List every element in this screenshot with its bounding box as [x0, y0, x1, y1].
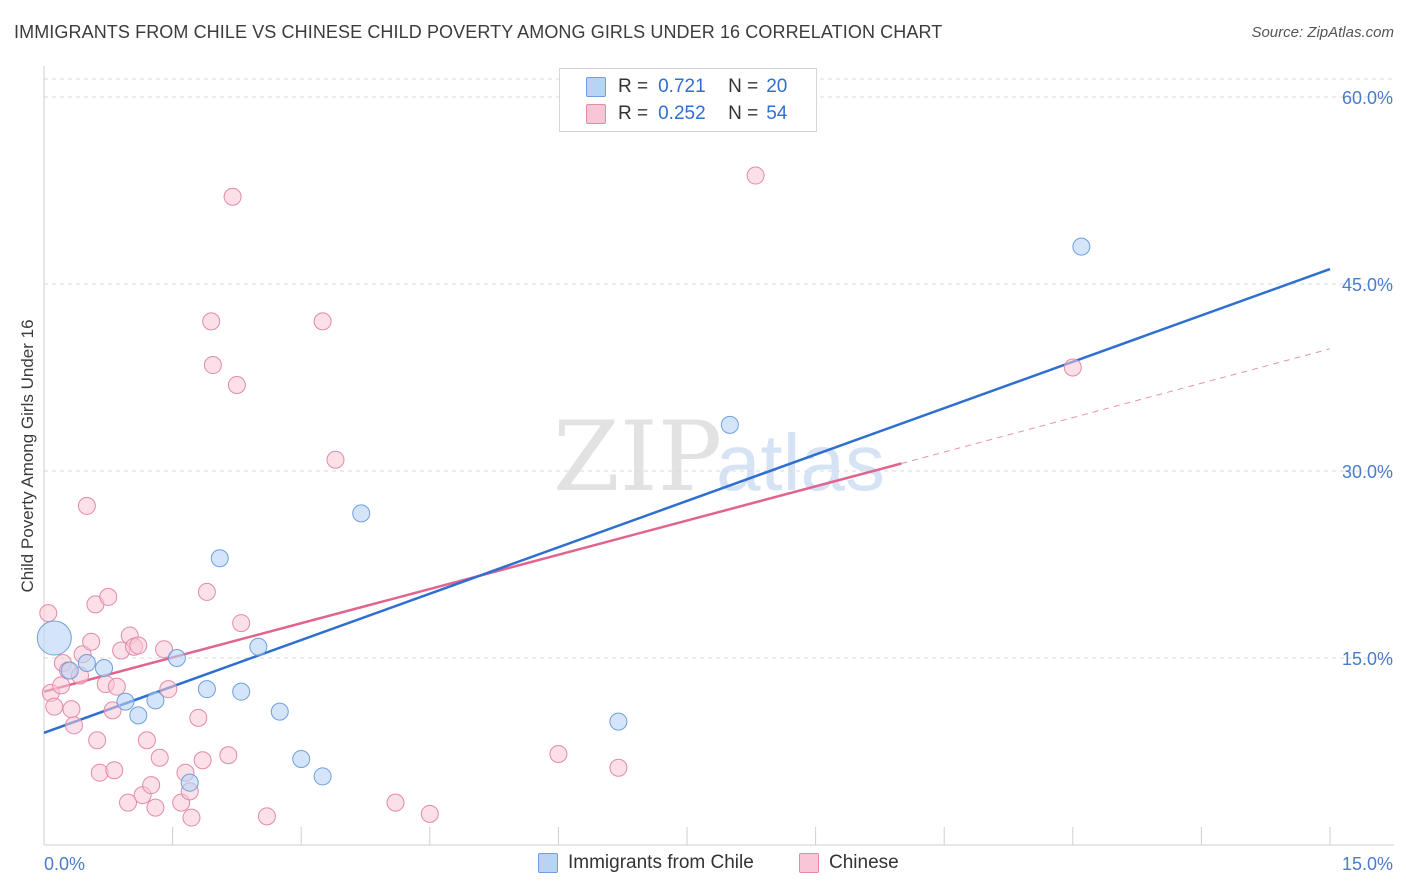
- point-chinese: [119, 793, 138, 812]
- point-chinese: [223, 187, 242, 206]
- tick-labels: 15.0% 30.0% 45.0% 60.0% 0.0% 15.0%: [44, 88, 1393, 874]
- point-chile: [95, 658, 114, 677]
- point-chile: [720, 415, 739, 434]
- point-chinese: [549, 744, 568, 763]
- point-chinese: [193, 751, 212, 770]
- point-chinese: [386, 793, 405, 812]
- legend-r-value: 0.252: [658, 103, 706, 124]
- point-chinese: [219, 746, 238, 765]
- gridlines: [44, 78, 1394, 659]
- point-chinese: [155, 640, 174, 659]
- legend: R = 0.721 N = 20 R = 0.252 N = 54: [559, 68, 817, 132]
- point-chinese: [77, 496, 96, 515]
- axes: [43, 66, 1394, 846]
- legend-n-value: 54: [766, 103, 788, 124]
- point-chile: [60, 661, 79, 680]
- point-chinese: [129, 636, 148, 655]
- point-chile: [146, 691, 165, 710]
- point-chinese: [52, 676, 71, 695]
- legend-row-chile[interactable]: R = 0.721 N = 20: [586, 75, 787, 99]
- legend-swatch-chile: [586, 77, 606, 97]
- point-chile: [232, 682, 251, 701]
- point-chinese: [88, 731, 107, 750]
- legend-r-label: R =: [618, 103, 649, 124]
- point-chinese: [313, 312, 332, 331]
- point-chinese: [609, 758, 628, 777]
- bottom-legend-label-chinese: Chinese: [829, 852, 899, 873]
- point-chile: [352, 504, 371, 523]
- point-chile: [609, 712, 628, 731]
- point-chinese: [146, 798, 165, 817]
- y-tick-label: 15.0%: [1342, 649, 1393, 669]
- point-chile: [1072, 237, 1091, 256]
- legend-r-label: R =: [618, 76, 649, 97]
- y-tick-label: 45.0%: [1342, 275, 1393, 295]
- chart-title: IMMIGRANTS FROM CHILE VS CHINESE CHILD P…: [14, 22, 943, 42]
- watermark-atlas: atlas: [716, 418, 885, 507]
- point-chinese: [189, 708, 208, 727]
- trend-line-chinese-extension: [901, 348, 1331, 465]
- point-chinese: [746, 166, 765, 185]
- point-chile: [197, 680, 216, 699]
- point-chinese: [182, 808, 201, 827]
- point-chinese: [103, 701, 122, 720]
- point-chinese: [45, 697, 64, 716]
- point-chile: [129, 706, 148, 725]
- bottom-legend-swatch-chile: [538, 853, 558, 873]
- data-points: [36, 166, 1091, 827]
- point-chile: [36, 620, 72, 656]
- point-chile: [180, 773, 199, 792]
- point-chile: [210, 549, 229, 568]
- point-chile: [292, 749, 311, 768]
- bottom-legend-swatch-chinese: [799, 853, 819, 873]
- source-label[interactable]: Source: ZipAtlas.com: [1251, 24, 1394, 41]
- point-chinese: [203, 356, 222, 375]
- point-chinese: [62, 700, 81, 719]
- x-tick-label: 15.0%: [1342, 854, 1393, 874]
- point-chile: [270, 702, 289, 721]
- bottom-legend-chinese[interactable]: Chinese: [799, 852, 899, 874]
- point-chile: [116, 692, 135, 711]
- point-chile: [167, 649, 186, 667]
- legend-swatch-chinese: [586, 104, 606, 124]
- legend-row-chinese[interactable]: R = 0.252 N = 54: [586, 102, 787, 126]
- point-chinese: [159, 680, 178, 699]
- point-chinese: [105, 761, 124, 780]
- bottom-legend-label-chile: Immigrants from Chile: [568, 852, 754, 873]
- point-chinese: [99, 587, 118, 606]
- legend-r-value: 0.721: [658, 76, 706, 97]
- trend-lines: [43, 267, 1331, 734]
- y-tick-label: 30.0%: [1342, 462, 1393, 482]
- point-chile: [249, 637, 268, 656]
- point-chinese: [232, 614, 251, 633]
- bottom-legend-chile[interactable]: Immigrants from Chile: [538, 852, 754, 874]
- point-chinese: [202, 312, 221, 331]
- point-chinese: [420, 804, 439, 823]
- legend-n-label: N =: [728, 76, 759, 97]
- point-chinese: [150, 748, 169, 767]
- point-chinese: [82, 632, 101, 651]
- point-chinese: [142, 776, 161, 795]
- watermark-zip: ZIP: [553, 401, 722, 513]
- point-chinese: [227, 375, 246, 394]
- point-chinese: [39, 604, 58, 623]
- watermark: ZIP atlas: [553, 401, 885, 513]
- point-chinese: [107, 677, 126, 696]
- point-chinese: [326, 450, 345, 469]
- legend-n-value: 20: [766, 76, 788, 97]
- point-chile: [77, 653, 96, 672]
- point-chile: [313, 767, 332, 786]
- trend-line-chile: [43, 267, 1331, 734]
- x-tick-label: 0.0%: [44, 854, 85, 874]
- point-chinese: [197, 582, 216, 601]
- point-chinese: [65, 716, 84, 735]
- point-chinese: [137, 731, 156, 750]
- point-chinese: [1063, 358, 1082, 377]
- legend-n-label: N =: [728, 103, 759, 124]
- point-chinese: [257, 807, 276, 826]
- y-tick-label: 60.0%: [1342, 88, 1393, 108]
